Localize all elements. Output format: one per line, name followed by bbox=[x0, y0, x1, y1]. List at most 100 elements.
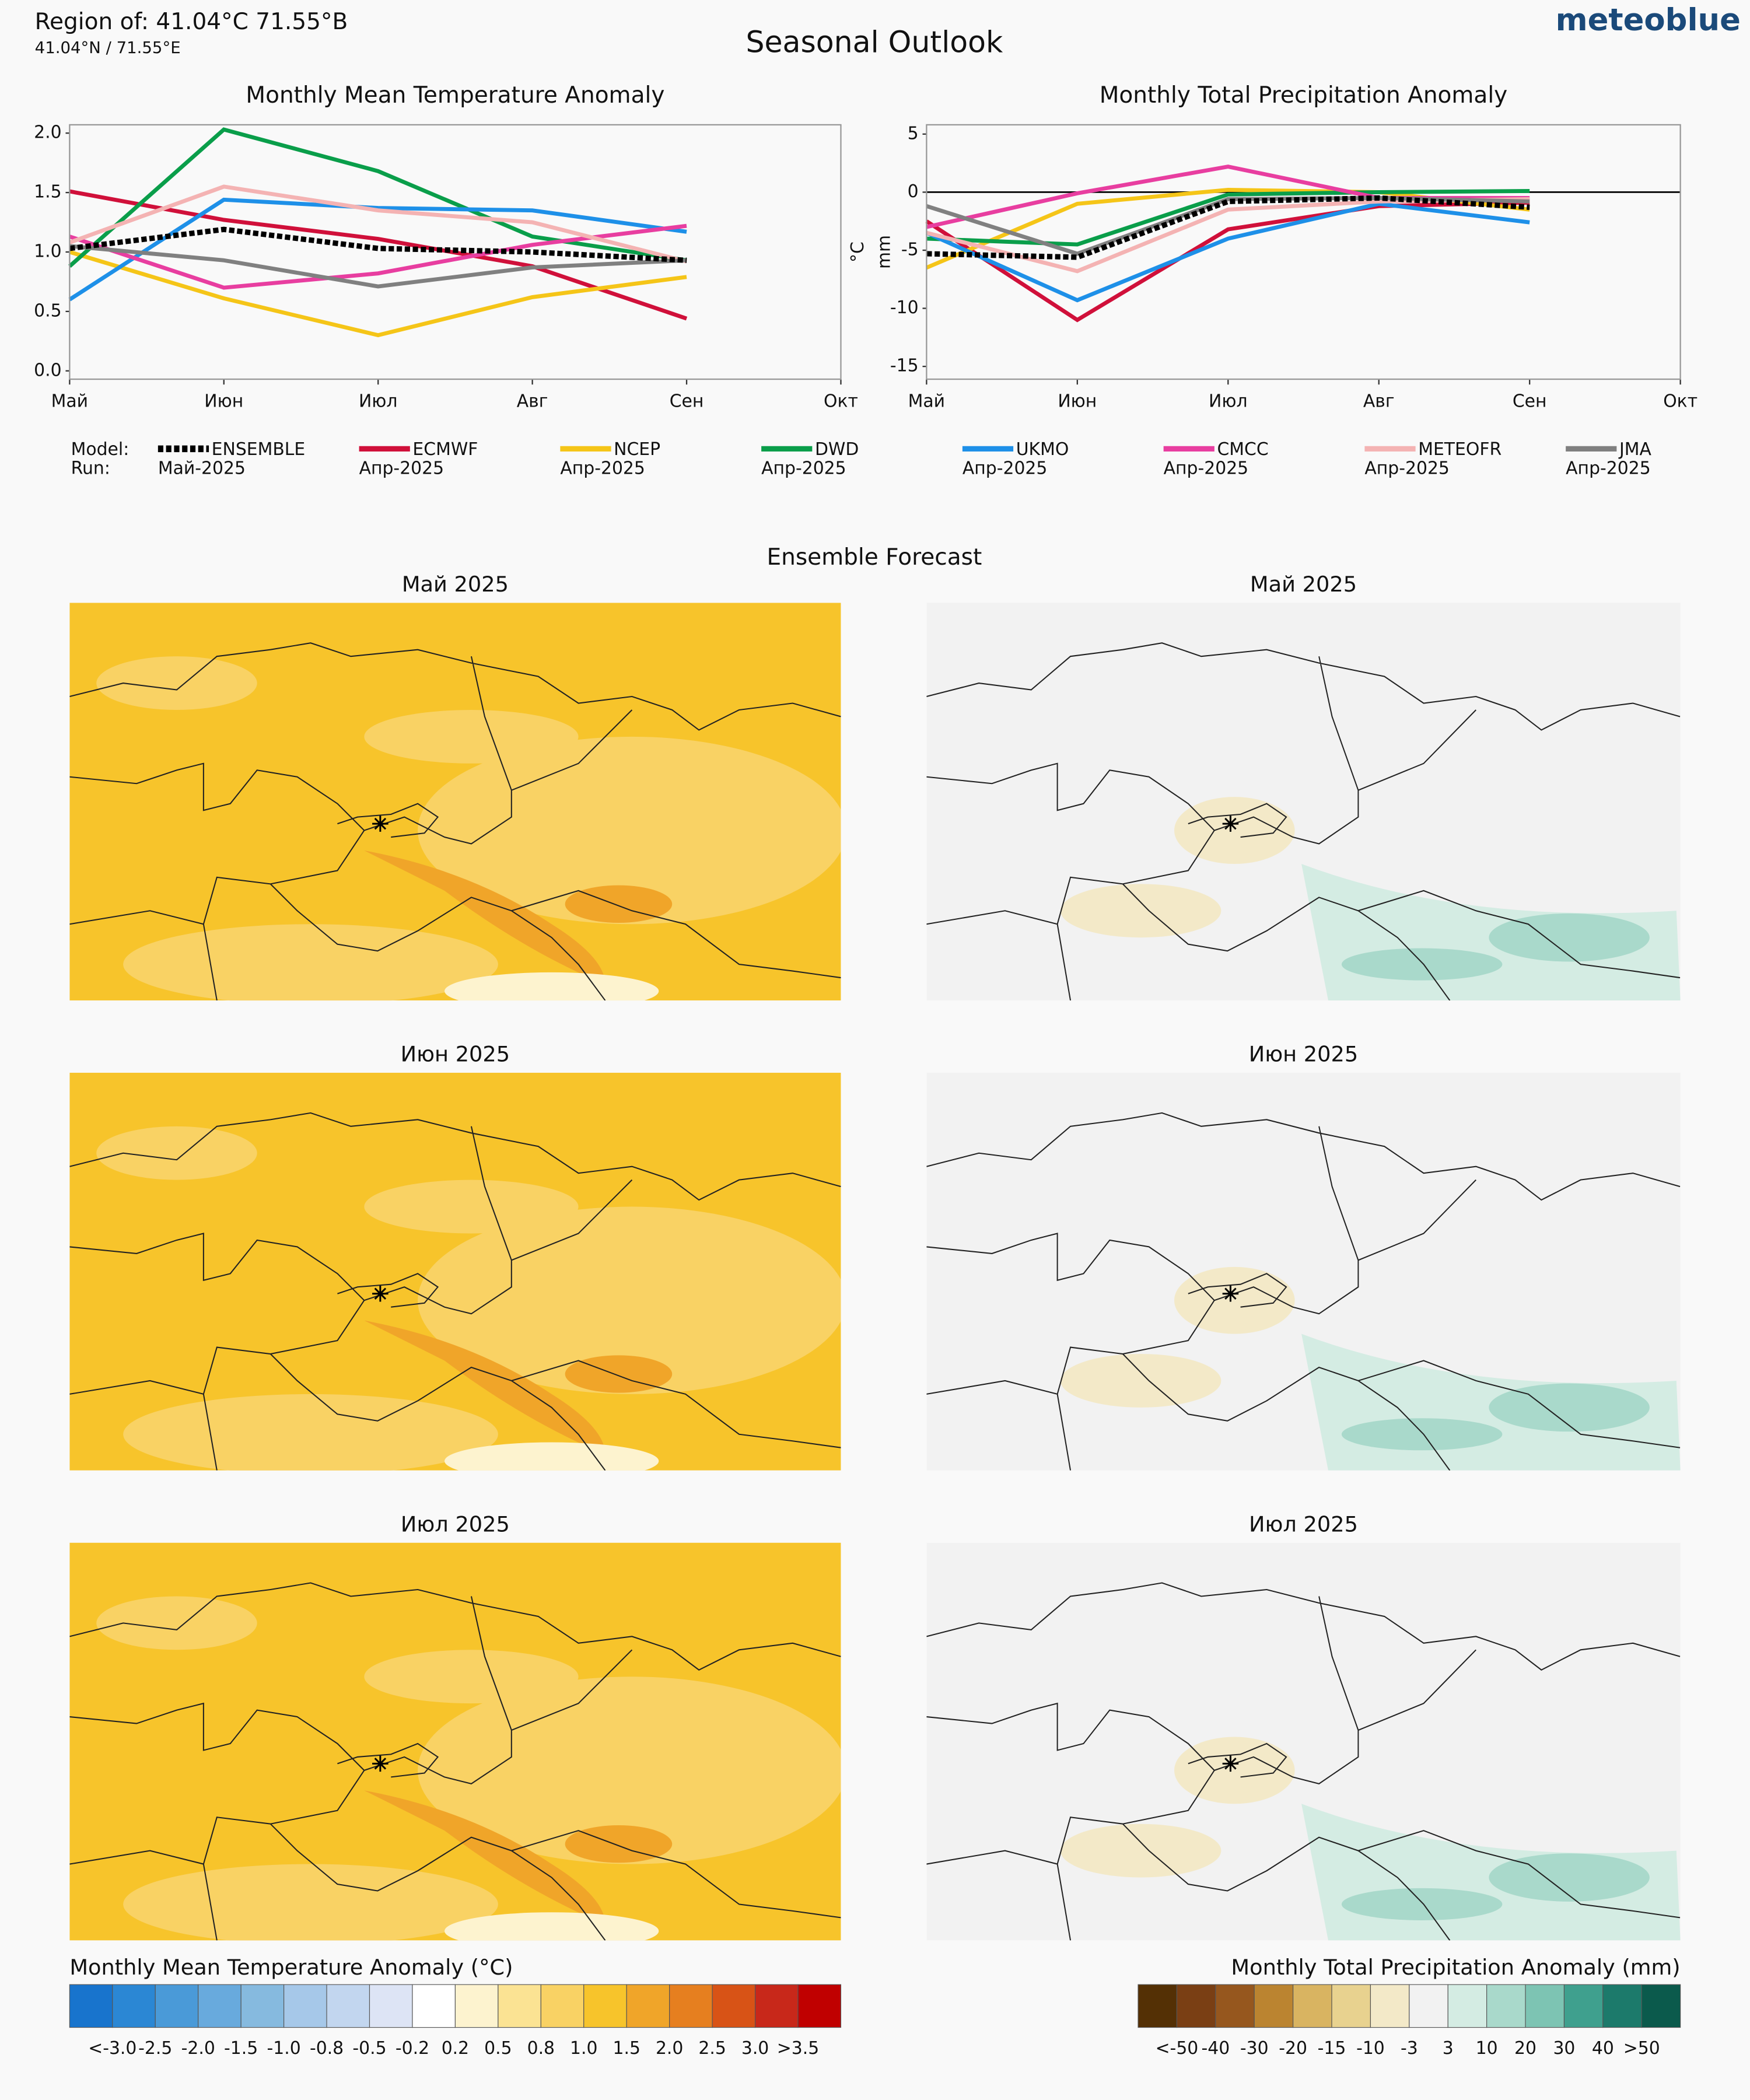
legend-run: Апр-2025 bbox=[761, 458, 846, 478]
y-tick-label: 2.0 bbox=[34, 123, 61, 143]
legend-run: Апр-2025 bbox=[1364, 458, 1450, 478]
colorbar-label: -2.0 bbox=[181, 2038, 215, 2059]
legend-name: NCEP bbox=[614, 439, 660, 460]
map-title: Июн 2025 bbox=[401, 1042, 510, 1067]
color-box bbox=[1293, 1984, 1332, 2028]
colorbar-label: -3 bbox=[1401, 2038, 1418, 2059]
series-line bbox=[925, 201, 1530, 303]
map-fill bbox=[926, 1542, 1681, 1941]
y-tick-label: -15 bbox=[890, 356, 919, 376]
x-tick-label: Сен bbox=[1513, 391, 1547, 412]
colorbar-label: 0.2 bbox=[442, 2038, 469, 2059]
legend-run: Апр-2025 bbox=[359, 458, 444, 478]
colorbar-label: 3 bbox=[1443, 2038, 1454, 2059]
map-title: Июл 2025 bbox=[401, 1511, 510, 1536]
color-box bbox=[198, 1984, 242, 2028]
y-tick-label: 0 bbox=[908, 181, 919, 202]
series-line bbox=[69, 250, 687, 338]
y-axis-label: °C bbox=[848, 242, 868, 262]
color-box bbox=[1641, 1984, 1681, 2028]
page-title: Seasonal Outlook bbox=[746, 25, 1003, 60]
colorbar-label: 2.5 bbox=[698, 2038, 726, 2059]
x-tick-label: Окт bbox=[1663, 391, 1698, 412]
maps: Май 2025 Май 2025 Июн 2025 Июн 2025 Июл 2025… bbox=[69, 572, 1681, 1941]
colorbar-label: 40 bbox=[1592, 2038, 1614, 2059]
series-line bbox=[925, 200, 1530, 323]
x-tick-label: Окт bbox=[824, 391, 858, 412]
color-box bbox=[326, 1984, 370, 2028]
plot-frame bbox=[69, 124, 842, 380]
color-box bbox=[69, 1984, 113, 2028]
series-line bbox=[68, 127, 687, 268]
x-tick-label: Июл bbox=[359, 391, 398, 412]
colorbar-label: -30 bbox=[1240, 2038, 1269, 2059]
series-line bbox=[69, 223, 687, 290]
series-line bbox=[69, 226, 687, 263]
legend-name: UKMO bbox=[1016, 439, 1069, 460]
colorbar-label: -1.5 bbox=[224, 2038, 258, 2059]
map-fill bbox=[69, 1073, 841, 1471]
chart-title: Monthly Mean Temperature Anomaly bbox=[246, 82, 664, 108]
x-tick-label: Авг bbox=[517, 391, 548, 412]
color-box bbox=[754, 1984, 799, 2028]
colorbar-label: 0.8 bbox=[527, 2038, 555, 2059]
y-tick-label: 5 bbox=[908, 123, 919, 144]
colorbar-label: >50 bbox=[1623, 2038, 1660, 2059]
color-box bbox=[712, 1984, 756, 2028]
map-fill bbox=[926, 603, 1681, 1001]
color-box bbox=[1486, 1984, 1526, 2028]
color-box bbox=[1254, 1984, 1294, 2028]
map-fill bbox=[69, 1542, 841, 1941]
colorbar-label: 10 bbox=[1476, 2038, 1498, 2059]
color-box bbox=[797, 1984, 842, 2028]
region: Region of: 41.04°C 71.55°В bbox=[35, 9, 348, 35]
x-tick-label: Июн bbox=[1058, 391, 1097, 412]
map bbox=[69, 1542, 841, 1941]
plot-frame bbox=[926, 124, 1681, 380]
color-box bbox=[240, 1984, 285, 2028]
color-box bbox=[112, 1984, 156, 2028]
color-box bbox=[498, 1984, 541, 2028]
color-box bbox=[1447, 1984, 1488, 2028]
colorbar-title: Monthly Mean Temperature Anomaly (°C) bbox=[69, 1955, 513, 1980]
legend-run: Апр-2025 bbox=[560, 458, 645, 478]
map-title: Июн 2025 bbox=[1249, 1042, 1359, 1067]
y-tick-label: 0.0 bbox=[34, 360, 61, 380]
map-fill bbox=[926, 1073, 1681, 1471]
color-box bbox=[626, 1984, 670, 2028]
series-line bbox=[69, 244, 687, 289]
map-title: Май 2025 bbox=[1250, 572, 1357, 597]
color-box bbox=[1176, 1984, 1216, 2028]
color-box bbox=[1602, 1984, 1642, 2028]
y-tick-label: -5 bbox=[901, 239, 919, 260]
color-box bbox=[284, 1984, 327, 2028]
colorbar-label: <-50 bbox=[1156, 2038, 1199, 2059]
y-tick-label: 1.5 bbox=[34, 182, 61, 202]
map bbox=[926, 603, 1681, 1001]
colorbar-label: 1.0 bbox=[570, 2038, 597, 2059]
color-box bbox=[369, 1984, 413, 2028]
colorbar-label: 2.0 bbox=[656, 2038, 683, 2059]
colorbar-label: -40 bbox=[1201, 2038, 1230, 2059]
x-tick-label: Сен bbox=[670, 391, 704, 412]
colorbar-label: -10 bbox=[1356, 2038, 1385, 2059]
color-box bbox=[669, 1984, 713, 2028]
colorbar-label: -0.5 bbox=[352, 2038, 386, 2059]
ensemble-title: Ensemble Forecast bbox=[766, 544, 982, 570]
color-box bbox=[1215, 1984, 1255, 2028]
color-box bbox=[1409, 1984, 1448, 2028]
color-box bbox=[1563, 1984, 1604, 2028]
color-box bbox=[1138, 1984, 1178, 2028]
color-box bbox=[1525, 1984, 1565, 2028]
legend-name: JMA bbox=[1618, 439, 1652, 460]
colorbar-label: >3.5 bbox=[777, 2038, 819, 2059]
series-line bbox=[69, 189, 688, 321]
color-box bbox=[454, 1984, 499, 2028]
x-tick-label: Май bbox=[51, 391, 88, 412]
map bbox=[926, 1073, 1681, 1471]
legend-name: METEOFR bbox=[1418, 439, 1502, 460]
colorbar-label: -0.8 bbox=[310, 2038, 344, 2059]
map-title: Июл 2025 bbox=[1249, 1511, 1358, 1536]
y-tick-label: 1.0 bbox=[34, 241, 61, 261]
map bbox=[69, 603, 841, 1001]
